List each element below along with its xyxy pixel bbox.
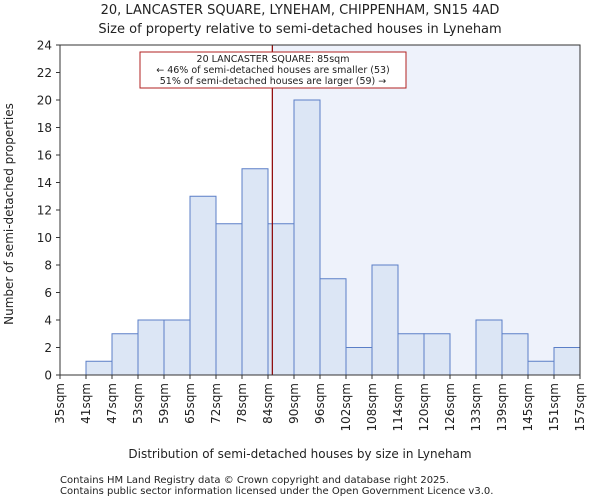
y-tick-label-2: 2: [44, 341, 52, 355]
x-tick-label-59sqm: 59sqm: [157, 383, 171, 424]
y-tick-label-24: 24: [37, 39, 52, 53]
x-tick-label-126sqm: 126sqm: [443, 383, 457, 431]
bar-65sqm: [189, 195, 217, 376]
x-tick-label-108sqm: 108sqm: [365, 383, 379, 431]
x-tick-label-102sqm: 102sqm: [339, 383, 353, 431]
y-tick-label-0: 0: [44, 369, 52, 383]
x-tick-label-120sqm: 120sqm: [417, 383, 431, 431]
y-tick-label-22: 22: [37, 66, 52, 80]
x-tick-label-96sqm: 96sqm: [313, 383, 327, 424]
bar-139sqm: [501, 333, 529, 376]
x-tick-label-41sqm: 41sqm: [79, 383, 93, 424]
x-tick-label-145sqm: 145sqm: [521, 383, 535, 431]
chart-title: 20, LANCASTER SQUARE, LYNEHAM, CHIPPENHA…: [101, 3, 500, 18]
x-tick-label-151sqm: 151sqm: [547, 383, 561, 431]
x-tick-label-35sqm: 35sqm: [53, 383, 67, 424]
bar-145sqm: [527, 360, 555, 376]
y-tick-label-8: 8: [44, 259, 52, 273]
x-axis: 35sqm 41sqm 47sqm 53sqm 59sqm 65sqm 72sqm 78sqm…: [53, 375, 587, 431]
x-tick-label-84sqm: 84sqm: [261, 383, 275, 424]
y-tick-label-14: 14: [37, 176, 52, 190]
x-tick-label-65sqm: 65sqm: [183, 383, 197, 424]
y-tick-label-4: 4: [44, 314, 52, 328]
footer-line-1: Contains HM Land Registry data © Crown c…: [60, 475, 449, 486]
bar-72sqm: [215, 223, 243, 376]
bar-114sqm: [397, 333, 425, 376]
x-tick-label-72sqm: 72sqm: [209, 383, 223, 424]
bar-108sqm: [371, 264, 399, 376]
x-tick-label-78sqm: 78sqm: [235, 383, 249, 424]
x-tick-label-90sqm: 90sqm: [287, 383, 301, 424]
bar-151sqm: [553, 347, 581, 376]
plot-frame: [59, 44, 581, 376]
y-tick-label-16: 16: [37, 149, 52, 163]
annotation-line-2: ← 46% of semi-detached houses are smalle…: [156, 65, 390, 76]
bar-47sqm: [111, 333, 139, 376]
bar-133sqm: [475, 319, 503, 376]
bar-96sqm: [319, 278, 347, 376]
bar-59sqm: [163, 319, 191, 376]
x-tick-label-47sqm: 47sqm: [105, 383, 119, 424]
x-tick-label-139sqm: 139sqm: [495, 383, 509, 431]
x-axis-label: Distribution of semi-detached houses by …: [128, 447, 471, 461]
annotation-line-1: 20 LANCASTER SQUARE: 85sqm: [197, 54, 350, 65]
annotation-line-3: 51% of semi-detached houses are larger (…: [160, 76, 387, 87]
bar-102sqm: [345, 347, 373, 376]
x-tick-label-133sqm: 133sqm: [469, 383, 483, 431]
chart-subtitle: Size of property relative to semi-detach…: [98, 22, 501, 37]
x-tick-label-53sqm: 53sqm: [131, 383, 145, 424]
y-tick-label-12: 12: [37, 204, 52, 218]
bar-53sqm: [137, 319, 165, 376]
y-tick-label-6: 6: [44, 286, 52, 300]
footer-line-2: Contains public sector information licen…: [60, 486, 493, 497]
bar-41sqm: [85, 360, 113, 376]
x-tick-label-157sqm: 157sqm: [573, 383, 587, 431]
y-tick-label-20: 20: [37, 94, 52, 108]
bar-90sqm: [293, 99, 321, 376]
annotation-box: 20 LANCASTER SQUARE: 85sqm ← 46% of semi…: [139, 51, 407, 89]
annotation-border: [139, 51, 407, 89]
y-axis-label: Number of semi-detached properties: [2, 103, 16, 325]
bars-group: [85, 99, 581, 376]
y-tick-label-18: 18: [37, 121, 52, 135]
y-tick-label-10: 10: [37, 231, 52, 245]
bar-120sqm: [423, 333, 451, 376]
x-tick-label-114sqm: 114sqm: [391, 383, 405, 431]
bar-78sqm: [241, 168, 269, 376]
